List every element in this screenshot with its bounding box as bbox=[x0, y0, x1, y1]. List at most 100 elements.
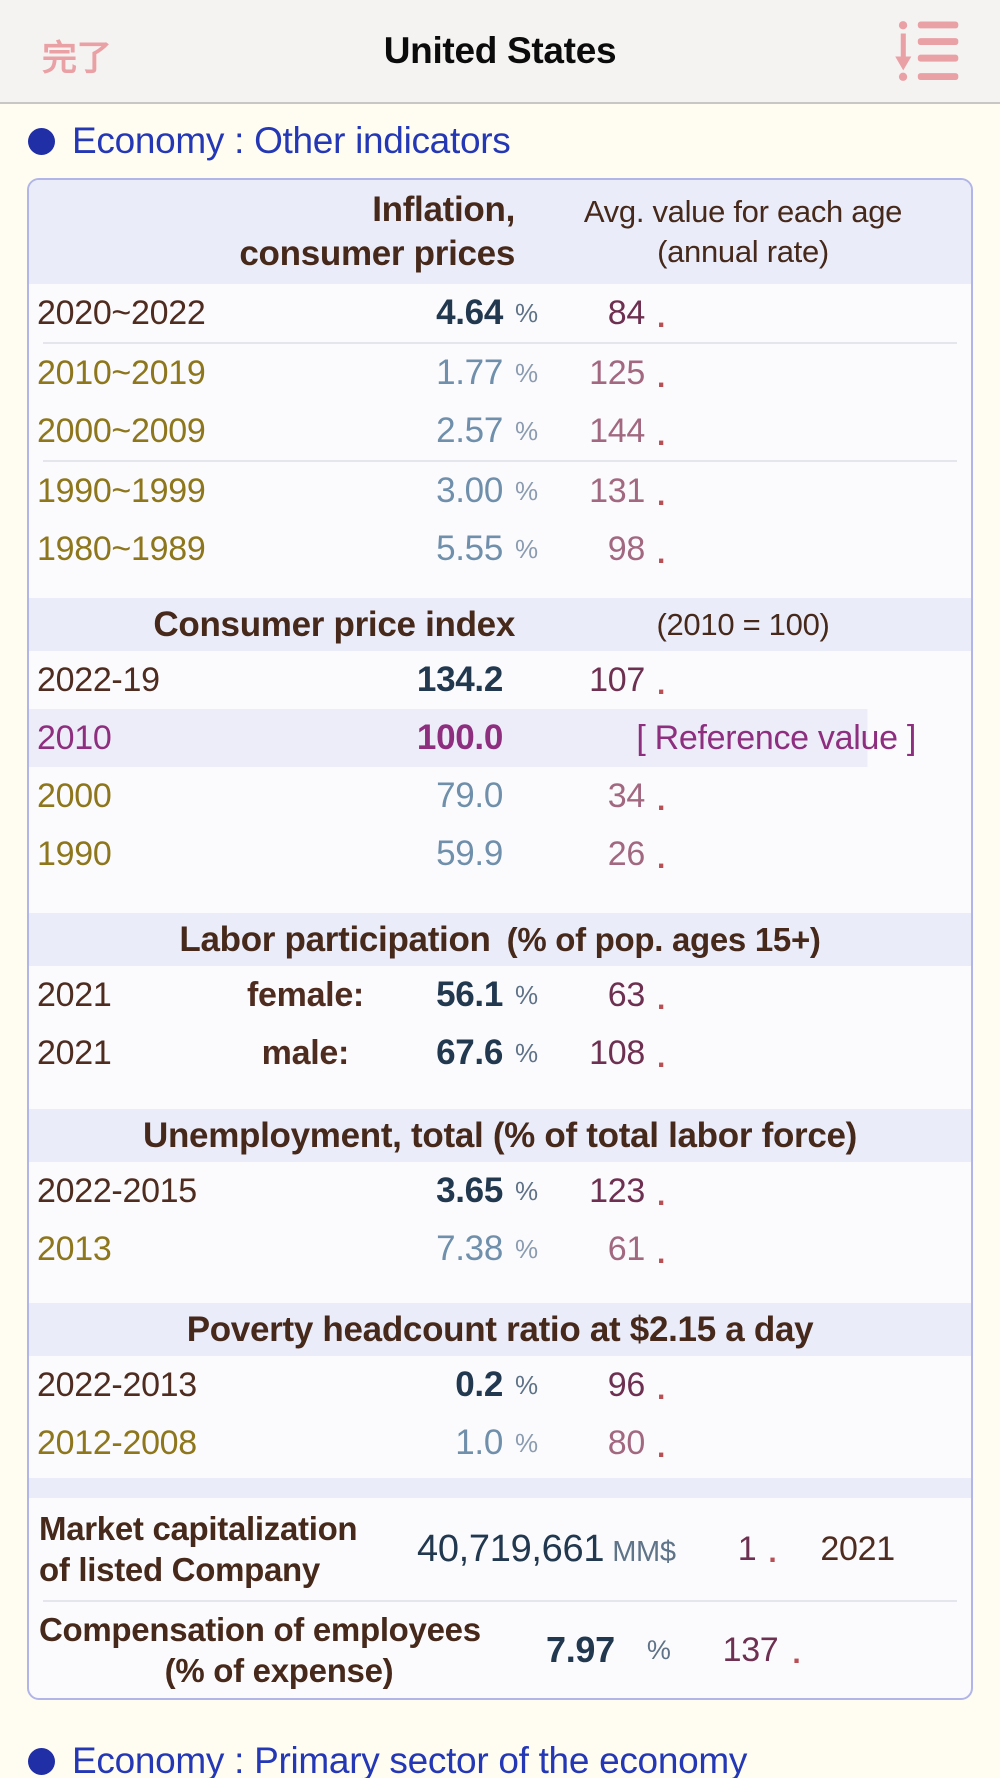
row-dot: . bbox=[792, 1637, 801, 1670]
section-heading-label: Economy : Primary sector of the economy bbox=[72, 1740, 748, 1778]
row-age-value: 96 bbox=[607, 1365, 646, 1404]
row-dot: . bbox=[657, 361, 666, 394]
row-unit: % bbox=[515, 357, 538, 388]
row-value: 3.65 bbox=[436, 1171, 503, 1210]
row-period: 1990 bbox=[37, 834, 112, 873]
row-unit: % bbox=[515, 1175, 538, 1206]
row-sublabel: female: bbox=[247, 975, 364, 1014]
row-unit: % bbox=[515, 475, 538, 506]
table-row: 2021 female: 56.1 % 63 . bbox=[29, 966, 971, 1024]
group-separator-band bbox=[29, 1478, 971, 1498]
row-dot: . bbox=[657, 1237, 666, 1270]
group-header-title: Consumer price index bbox=[153, 604, 515, 644]
row-unit: % bbox=[515, 1427, 538, 1458]
row-divider bbox=[43, 342, 957, 344]
row-unit: % bbox=[515, 1233, 538, 1264]
table-row: 1980~1989 5.55 % 98 . bbox=[29, 520, 971, 578]
section-heading-label: Economy : Other indicators bbox=[72, 120, 511, 161]
bullet-icon bbox=[28, 1747, 55, 1775]
row-period: 2021 bbox=[37, 975, 112, 1014]
row-age-value: 107 bbox=[589, 660, 645, 699]
group-header-title: Labor participation bbox=[179, 919, 491, 959]
row-value: 2.57 bbox=[436, 411, 503, 450]
row-dot: . bbox=[657, 479, 666, 512]
row-age-value: 34 bbox=[607, 776, 646, 815]
row-value: 59.9 bbox=[436, 834, 503, 873]
row-age-value: 131 bbox=[589, 471, 645, 510]
row-dot: . bbox=[657, 419, 666, 452]
group-header-unit: Avg. value for each age (annual rate) bbox=[583, 194, 903, 269]
table-row: 1990 59.9 26 . bbox=[29, 825, 971, 883]
row-unit: % bbox=[515, 1369, 538, 1400]
group-header-inflation: Inflation, consumer prices Avg. value for… bbox=[29, 180, 971, 284]
row-age-value: 98 bbox=[607, 529, 646, 568]
row-dot: . bbox=[657, 983, 666, 1016]
row-age-value: 80 bbox=[607, 1423, 646, 1462]
section-heading-other-indicators: Economy : Other indicators bbox=[28, 120, 1000, 162]
row-dot: . bbox=[657, 301, 666, 334]
group-header-title: Inflation, consumer prices bbox=[239, 190, 515, 273]
row-value: 67.6 bbox=[436, 1033, 503, 1072]
row-period: 2010~2019 bbox=[37, 353, 206, 392]
sort-list-icon[interactable] bbox=[892, 16, 962, 86]
row-dot: . bbox=[657, 537, 666, 570]
row-period: 2013 bbox=[37, 1229, 112, 1268]
row-unit: % bbox=[515, 533, 538, 564]
group-header-cpi: Consumer price index (2010 = 100) bbox=[29, 598, 971, 651]
row-period: 2022-2015 bbox=[37, 1171, 197, 1210]
row-age-value: 26 bbox=[607, 834, 646, 873]
section-heading-primary-sector: Economy : Primary sector of the economy bbox=[28, 1740, 747, 1778]
table-row: 2012-2008 1.0 % 80 . bbox=[29, 1414, 971, 1472]
row-period: 2012-2008 bbox=[37, 1423, 197, 1462]
row-value: 1.77 bbox=[436, 353, 503, 392]
table-row: 2022-2015 3.65 % 123 . bbox=[29, 1162, 971, 1220]
row-period: 2000 bbox=[37, 776, 112, 815]
row-period: 1990~1999 bbox=[37, 471, 206, 510]
table-row: 2022-19 134.2 107 . bbox=[29, 651, 971, 709]
row-dot: . bbox=[657, 668, 666, 701]
row-age-value: 108 bbox=[589, 1033, 645, 1072]
row-period: 2021 bbox=[37, 1033, 112, 1072]
row-age-value: 125 bbox=[589, 353, 645, 392]
indicators-table: Inflation, consumer prices Avg. value for… bbox=[27, 178, 973, 1700]
row-label: Market capitalization of listed Company bbox=[39, 1510, 358, 1588]
row-dot: . bbox=[657, 842, 666, 875]
row-divider bbox=[43, 1600, 957, 1602]
row-value: 79.0 bbox=[436, 776, 503, 815]
row-age-value: 123 bbox=[589, 1171, 645, 1210]
table-row: 2000 79.0 34 . bbox=[29, 767, 971, 825]
row-age-value: 63 bbox=[607, 975, 646, 1014]
row-unit: MM$ bbox=[612, 1535, 676, 1568]
row-value: 5.55 bbox=[436, 529, 503, 568]
table-row: 2013 7.38 % 61 . bbox=[29, 1220, 971, 1278]
table-row: 2020~2022 4.64 % 84 . bbox=[29, 284, 971, 342]
reference-note: [ Reference value ] bbox=[636, 718, 916, 757]
row-age-value: 61 bbox=[607, 1229, 646, 1268]
row-value: 56.1 bbox=[436, 975, 503, 1014]
row-value: 4.64 bbox=[436, 293, 503, 332]
row-period: 2020~2022 bbox=[37, 293, 206, 332]
row-period: 2000~2009 bbox=[37, 411, 206, 450]
row-dot: . bbox=[657, 1431, 666, 1464]
row-unit: % bbox=[646, 1634, 671, 1665]
table-row: 2000~2009 2.57 % 144 . bbox=[29, 402, 971, 460]
row-value: 3.00 bbox=[436, 471, 503, 510]
row-dot: . bbox=[657, 1373, 666, 1406]
group-header-unit: (2010 = 100) bbox=[656, 606, 830, 642]
row-dot: . bbox=[768, 1536, 777, 1569]
row-value: 40,719,661 bbox=[417, 1527, 605, 1570]
done-button[interactable]: 完了 bbox=[42, 39, 112, 78]
row-value: 7.38 bbox=[436, 1229, 503, 1268]
row-year: 2021 bbox=[820, 1529, 895, 1568]
row-value: 100.0 bbox=[416, 718, 503, 757]
row-value: 134.2 bbox=[416, 660, 503, 699]
table-row: 2010~2019 1.77 % 125 . bbox=[29, 344, 971, 402]
group-header-title: Unemployment, total (% of total labor fo… bbox=[142, 1115, 858, 1155]
row-period: 2022-2013 bbox=[37, 1365, 197, 1404]
row-period: 1980~1989 bbox=[37, 529, 206, 568]
table-row-compensation: Compensation of employees (% of expense)… bbox=[29, 1602, 971, 1698]
row-dot: . bbox=[657, 784, 666, 817]
table-row: 2022-2013 0.2 % 96 . bbox=[29, 1356, 971, 1414]
row-age-value: 137 bbox=[722, 1630, 779, 1669]
table-row: 1990~1999 3.00 % 131 . bbox=[29, 462, 971, 520]
